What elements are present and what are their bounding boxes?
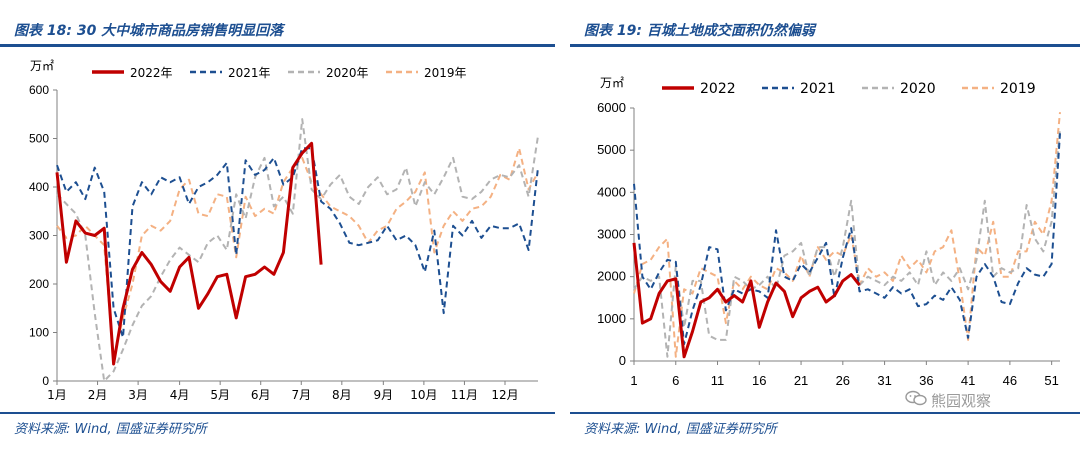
- x-tick-label: 41: [961, 373, 975, 388]
- x-tick-label: 7月: [291, 388, 311, 402]
- x-tick-label: 31: [877, 373, 891, 388]
- series-line-2021: [633, 133, 1061, 346]
- x-tick-label: 1: [630, 373, 637, 388]
- x-tick-label: 5月: [210, 388, 230, 402]
- x-tick-label: 11: [711, 373, 725, 388]
- legend-label: 2020年: [326, 66, 369, 80]
- legend-label: 2019: [1000, 81, 1036, 97]
- watermark: 熊园观察: [905, 390, 991, 411]
- y-tick-label: 6000: [597, 100, 626, 115]
- legend-label: 2019年: [424, 66, 467, 80]
- sales-chart: 0 100 200 300 400 500 600 1月 2月 3月 4月 5月 6月 7月 8月 9月 10月…: [29, 59, 539, 402]
- y-unit-label: 万㎡: [30, 59, 54, 73]
- wechat-icon: [905, 390, 927, 409]
- x-tick-label: 3月: [128, 388, 148, 402]
- series-line-2020: [633, 129, 1061, 358]
- series-line-2021年: [56, 147, 539, 339]
- y-tick-label: 100: [29, 326, 49, 340]
- y-tick-label: 600: [29, 83, 49, 97]
- x-tick-label: 26: [836, 373, 850, 388]
- series-line-2022年: [55, 141, 323, 366]
- legend-label: 2020: [900, 81, 936, 97]
- x-tick-label: 9月: [374, 388, 394, 402]
- x-tick-label: 21: [794, 373, 808, 388]
- series-line-2022: [632, 242, 861, 359]
- y-tick-label: 500: [29, 132, 49, 146]
- x-tick-label: 36: [919, 373, 933, 388]
- y-tick-label: 3000: [597, 227, 626, 242]
- chart-title: 图表 19: 百城土地成交面积仍然偏弱: [584, 23, 815, 39]
- y-tick-label: 0: [619, 353, 626, 368]
- x-tick-label: 12月: [491, 388, 518, 402]
- watermark-text: 熊园观察: [931, 392, 992, 410]
- x-tick-label: 10月: [410, 388, 437, 402]
- y-tick-label: 300: [29, 229, 49, 243]
- y-tick-label: 2000: [597, 269, 626, 284]
- x-tick-label: 6月: [251, 388, 271, 402]
- title-rule: [570, 44, 1080, 47]
- y-tick-label: 0: [42, 374, 49, 388]
- x-tick-label: 6: [672, 373, 679, 388]
- legend-label: 2022年: [130, 66, 173, 80]
- left-panel: 图表 18: 30 大中城市商品房销售明显回落 0 100 200 300 400 500…: [0, 23, 555, 437]
- legend-label: 2022: [700, 81, 736, 97]
- x-tick-label: 2月: [88, 388, 108, 402]
- legend-label: 2021年: [228, 66, 271, 80]
- y-tick-label: 5000: [597, 142, 626, 157]
- y-tick-label: 1000: [597, 311, 626, 326]
- x-tick-label: 16: [752, 373, 766, 388]
- series-line-2019: [633, 112, 1061, 358]
- series-line-2020年: [56, 118, 539, 382]
- x-tick-label: 11月: [451, 388, 478, 402]
- x-tick-label: 51: [1044, 373, 1058, 388]
- legend-label: 2021: [800, 81, 836, 97]
- source-note: 资料来源: Wind, 国盛证券研究所: [14, 422, 207, 437]
- x-tick-label: 8月: [332, 388, 352, 402]
- right-panel: 图表 19: 百城土地成交面积仍然偏弱 0 1000 2000 3000 4000 500…: [570, 0, 1080, 452]
- x-tick-label: 46: [1003, 373, 1017, 388]
- title-rule: [0, 44, 555, 47]
- y-tick-label: 400: [29, 180, 49, 194]
- source-rule: [570, 412, 1080, 414]
- y-tick-label: 200: [29, 277, 49, 291]
- x-tick-label: 4月: [170, 388, 190, 402]
- y-unit-label: 万㎡: [600, 76, 624, 90]
- source-note: 资料来源: Wind, 国盛证券研究所: [584, 422, 777, 437]
- x-tick-label: 1月: [47, 388, 67, 402]
- chart-title: 图表 18: 30 大中城市商品房销售明显回落: [14, 23, 284, 39]
- source-rule: [0, 412, 555, 414]
- y-tick-label: 4000: [597, 184, 626, 199]
